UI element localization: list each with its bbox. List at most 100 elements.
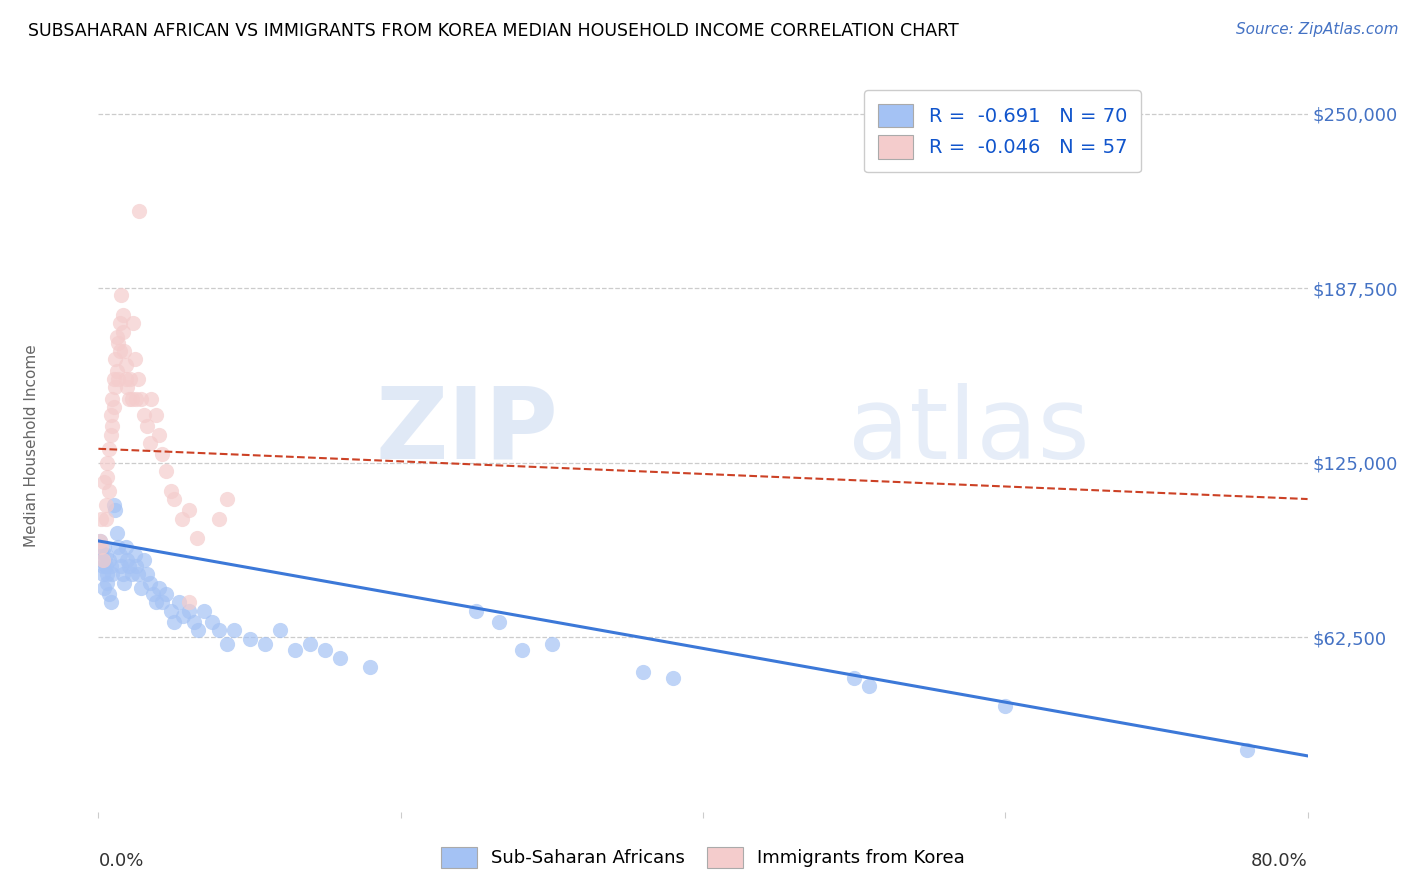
Point <box>93 540 115 554</box>
Point <box>89 533 111 548</box>
Point <box>100 409 122 423</box>
Point <box>100 595 122 609</box>
Point <box>269 624 291 638</box>
Point <box>183 615 205 629</box>
Point <box>115 553 138 567</box>
Point <box>115 380 138 394</box>
Point <box>93 475 115 490</box>
Point <box>94 548 117 562</box>
Point <box>150 595 173 609</box>
Point <box>179 503 201 517</box>
Point <box>193 604 215 618</box>
Point <box>100 427 122 442</box>
Point <box>163 491 186 506</box>
Point <box>93 582 115 596</box>
Point <box>103 498 125 512</box>
Point <box>108 316 131 330</box>
Point <box>104 352 127 367</box>
Point <box>107 335 129 350</box>
Point <box>172 609 194 624</box>
Point <box>96 469 118 483</box>
Point <box>135 567 157 582</box>
Point <box>148 427 170 442</box>
Point <box>105 363 128 377</box>
Point <box>129 582 152 596</box>
Point <box>488 615 510 629</box>
Point <box>94 511 117 525</box>
Point <box>114 358 136 372</box>
Point <box>163 615 186 629</box>
Point <box>284 642 307 657</box>
Text: Median Household Income: Median Household Income <box>24 344 39 548</box>
Point <box>186 531 208 545</box>
Point <box>148 582 170 596</box>
Point <box>145 409 167 423</box>
Point <box>96 575 118 590</box>
Point <box>90 553 112 567</box>
Text: Source: ZipAtlas.com: Source: ZipAtlas.com <box>1236 22 1399 37</box>
Point <box>127 372 149 386</box>
Point <box>101 567 124 582</box>
Point <box>98 442 121 456</box>
Point <box>96 567 118 582</box>
Point <box>103 372 125 386</box>
Point <box>141 392 163 406</box>
Point <box>110 288 132 302</box>
Point <box>112 344 135 359</box>
Point <box>108 548 131 562</box>
Point <box>994 698 1017 713</box>
Point <box>91 567 114 582</box>
Point <box>120 372 142 386</box>
Point <box>299 637 322 651</box>
Point <box>179 595 201 609</box>
Point <box>142 587 165 601</box>
Point <box>160 483 183 498</box>
Point <box>167 595 190 609</box>
Point <box>124 548 146 562</box>
Point <box>170 511 193 525</box>
Point <box>360 659 382 673</box>
Point <box>239 632 262 646</box>
Legend: R =  -0.691   N = 70, R =  -0.046   N = 57: R = -0.691 N = 70, R = -0.046 N = 57 <box>865 90 1140 172</box>
Point <box>98 553 121 567</box>
Point <box>112 575 135 590</box>
Point <box>215 637 238 651</box>
Point <box>103 400 125 414</box>
Point <box>129 392 152 406</box>
Point <box>98 587 121 601</box>
Point <box>101 392 124 406</box>
Point <box>179 604 201 618</box>
Point <box>114 540 136 554</box>
Point <box>94 498 117 512</box>
Point <box>858 679 880 693</box>
Point <box>124 352 146 367</box>
Point <box>111 325 134 339</box>
Point <box>135 419 157 434</box>
Point <box>94 559 117 574</box>
Point <box>105 525 128 540</box>
Point <box>510 642 533 657</box>
Text: atlas: atlas <box>848 383 1090 480</box>
Legend: Sub-Saharan Africans, Immigrants from Korea: Sub-Saharan Africans, Immigrants from Ko… <box>430 836 976 879</box>
Point <box>128 204 150 219</box>
Point <box>201 615 224 629</box>
Point <box>111 308 134 322</box>
Point <box>662 671 685 685</box>
Point <box>631 665 654 680</box>
Point <box>844 671 866 685</box>
Point <box>208 624 231 638</box>
Text: 0.0%: 0.0% <box>98 852 143 870</box>
Point <box>132 553 155 567</box>
Point <box>91 553 114 567</box>
Point <box>107 540 129 554</box>
Point <box>314 642 336 657</box>
Point <box>150 447 173 461</box>
Point <box>253 637 276 651</box>
Point <box>465 604 488 618</box>
Point <box>100 559 122 574</box>
Point <box>127 567 149 582</box>
Point <box>104 380 127 394</box>
Text: ZIP: ZIP <box>375 383 558 480</box>
Point <box>155 587 177 601</box>
Point <box>96 456 118 470</box>
